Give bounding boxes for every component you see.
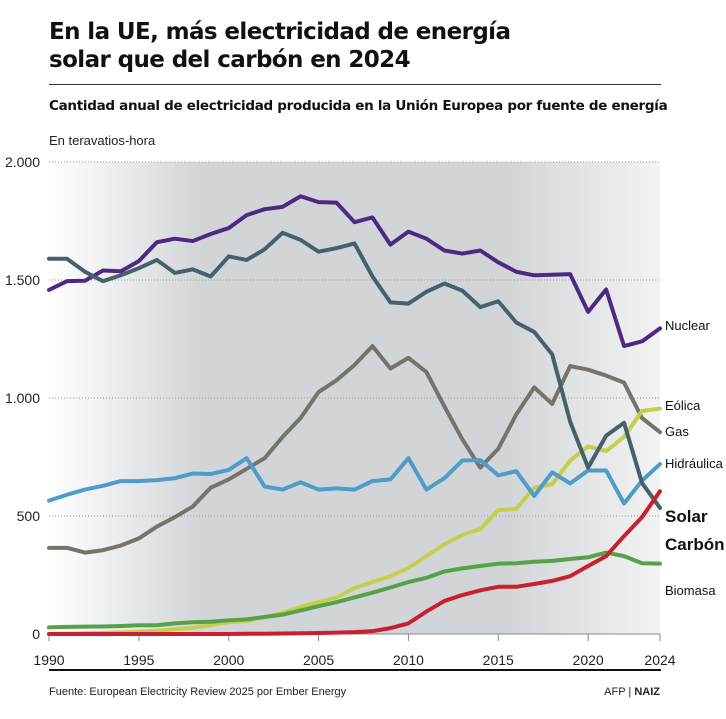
x-tick-label: 2024 — [644, 652, 675, 668]
x-tick-label: 2015 — [483, 652, 514, 668]
x-tick-label: 2010 — [393, 652, 424, 668]
source-note: Fuente: European Electricity Review 2025… — [49, 686, 347, 698]
credit-afp: AFP | — [604, 686, 632, 698]
y-tick-label: 1.000 — [5, 390, 40, 406]
series-label: Carbón — [665, 535, 725, 554]
chart-subtitle: Cantidad anual de electricidad producida… — [49, 98, 668, 114]
series-line-biomasa — [47, 550, 662, 630]
credit-naiz: NAIZ — [634, 686, 660, 698]
series-label: Biomasa — [665, 583, 716, 598]
page-title: En la UE, más electricidad de energía so… — [49, 19, 511, 73]
x-tick-label: 2000 — [213, 652, 244, 668]
title-divider — [49, 84, 661, 85]
series-label: Nuclear — [665, 318, 710, 333]
series-line-carbón — [47, 230, 662, 510]
series-label: Solar — [665, 507, 708, 526]
unit-label: En teravatios-hora — [49, 133, 156, 148]
series-line-hidráulica — [47, 456, 662, 506]
series-label: Gas — [665, 424, 689, 439]
x-tick-label: 1990 — [33, 652, 64, 668]
footer-divider — [49, 669, 661, 671]
series-line-nuclear — [47, 194, 662, 349]
x-tick-label: 2020 — [573, 652, 604, 668]
y-tick-label: 2.000 — [5, 154, 40, 170]
series-label: Hidráulica — [665, 456, 724, 471]
series-line-gas — [47, 344, 662, 555]
series-line-solar — [47, 489, 662, 636]
y-tick-label: 500 — [17, 508, 41, 524]
x-tick-label: 2005 — [303, 652, 334, 668]
credit: AFP | NAIZ — [604, 686, 660, 698]
y-tick-label: 0 — [32, 626, 40, 642]
y-tick-label: 1.500 — [5, 272, 40, 288]
plot-background — [49, 162, 660, 634]
series-label: Eólica — [665, 398, 701, 413]
x-tick-label: 1995 — [123, 652, 154, 668]
